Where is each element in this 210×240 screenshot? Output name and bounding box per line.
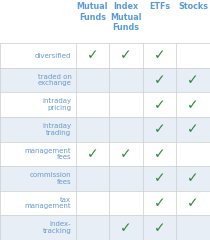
Text: intraday
pricing: intraday pricing [42,98,71,111]
Text: intraday
trading: intraday trading [42,123,71,136]
Text: ✓: ✓ [187,73,199,87]
Bar [0,117,210,142]
Text: ✓: ✓ [87,147,98,161]
Bar [0,191,210,216]
Bar [0,216,210,240]
Text: ✓: ✓ [154,147,165,161]
Text: ✓: ✓ [120,221,132,235]
Bar [0,166,210,191]
Text: ✓: ✓ [154,221,165,235]
Text: ✓: ✓ [187,196,199,210]
Text: Mutual
Funds: Mutual Funds [77,2,108,22]
Text: index-
tracking: index- tracking [43,222,71,234]
Text: ✓: ✓ [154,48,165,62]
Text: ✓: ✓ [187,98,199,112]
Text: ✓: ✓ [87,48,98,62]
Bar [0,43,210,68]
Text: ✓: ✓ [154,196,165,210]
Text: ✓: ✓ [154,98,165,112]
Bar [0,142,210,166]
Bar [0,68,210,92]
Text: Index
Mutual
Funds: Index Mutual Funds [110,2,142,32]
Text: ✓: ✓ [154,122,165,136]
Text: ✓: ✓ [154,73,165,87]
Bar [0,92,210,117]
Text: tax
management: tax management [25,197,71,209]
Bar [76,0,210,43]
Text: Stocks: Stocks [178,2,208,11]
Text: ✓: ✓ [187,172,199,186]
Text: ✓: ✓ [187,122,199,136]
Text: ETFs: ETFs [149,2,170,11]
Text: commission
fees: commission fees [30,172,71,185]
Text: management
fees: management fees [25,148,71,160]
Text: diversified: diversified [35,53,71,59]
Text: ✓: ✓ [120,147,132,161]
Text: ✓: ✓ [154,172,165,186]
Text: traded on
exchange: traded on exchange [38,74,71,86]
Text: ✓: ✓ [120,48,132,62]
